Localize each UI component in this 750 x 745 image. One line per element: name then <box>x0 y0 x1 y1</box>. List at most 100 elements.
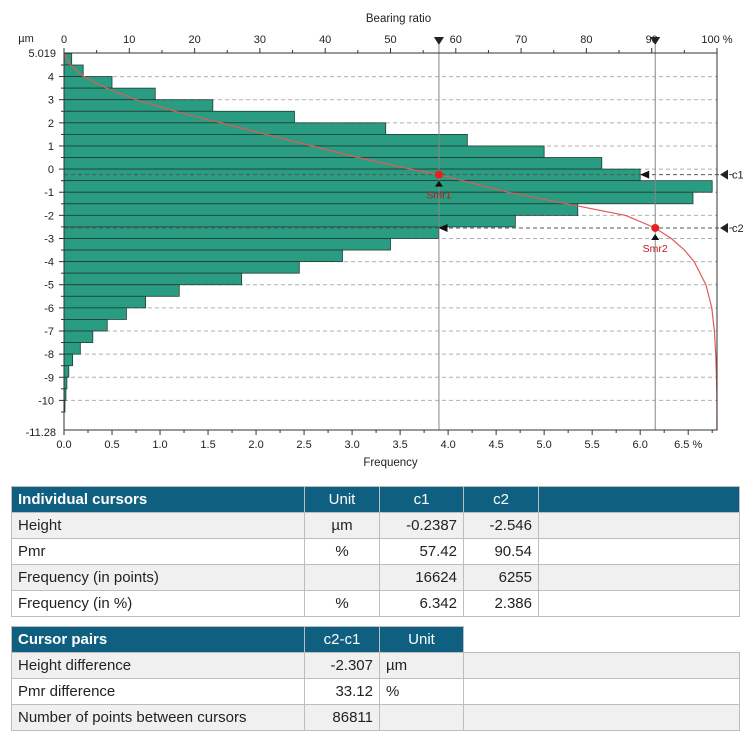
row-unit: % <box>304 590 380 617</box>
row-c1: -0.2387 <box>379 512 464 539</box>
y-tick-label: -3 <box>44 233 54 245</box>
histogram-bar <box>63 272 243 286</box>
smr-pointer <box>651 233 660 240</box>
header-filler <box>538 486 740 513</box>
bottom-tick-label: 0.5 <box>104 439 119 451</box>
cursor-side-arrow <box>720 222 728 233</box>
histogram-bar <box>63 365 70 378</box>
y-tick-label: 2 <box>48 118 54 130</box>
bottom-tick-label: 4.5 <box>488 439 503 451</box>
histogram-bar <box>63 145 545 158</box>
row-c2: 90.54 <box>463 538 539 565</box>
y-max-label: 5.019 <box>28 48 56 60</box>
smr-marker <box>651 223 660 232</box>
top-tick-label: 10 <box>123 34 135 46</box>
table-row: Height difference -2.307 µm <box>11 652 740 679</box>
bottom-tick-label: 1.0 <box>152 439 167 451</box>
top-tick-label: 0 <box>61 34 67 46</box>
row-value: 86811 <box>304 704 380 731</box>
bottom-tick-label: 4.0 <box>440 439 455 451</box>
bottom-tick-label: 2.0 <box>248 439 263 451</box>
c2-column-header: c2 <box>463 486 539 513</box>
cursor-pairs-title: Cursor pairs <box>11 626 305 653</box>
y-tick-label: 3 <box>48 95 54 107</box>
histogram-bar <box>63 122 387 135</box>
top-tick-label: 100 % <box>701 34 732 46</box>
bearing-curve <box>63 52 718 431</box>
cursor-pairs-table: Cursor pairs c2-c1 Unit Height differenc… <box>11 626 740 731</box>
row-label: Frequency (in %) <box>11 590 305 617</box>
row-label: Height <box>11 512 305 539</box>
histogram-bar <box>63 261 300 274</box>
frequency-pointer-arrow <box>438 223 448 232</box>
y-tick-label: 1 <box>48 141 54 153</box>
y-tick-label: -9 <box>44 372 54 384</box>
y-tick-label: -6 <box>44 303 54 315</box>
cursor-top-arrow <box>433 37 444 45</box>
row-unit: µm <box>379 652 464 679</box>
bottom-tick-label: 1.5 <box>200 439 215 451</box>
smr-marker <box>434 170 443 179</box>
top-tick-label: 60 <box>450 34 462 46</box>
histogram-bar <box>63 342 81 355</box>
bottom-tick-label: 0.0 <box>56 439 71 451</box>
histogram-bar <box>63 203 579 216</box>
y-tick-label: -8 <box>44 349 54 361</box>
histogram-bar <box>63 214 516 228</box>
histogram-bar <box>63 110 295 124</box>
row-unit <box>379 704 464 731</box>
row-filler <box>463 652 740 679</box>
row-c2: 2.386 <box>463 590 539 617</box>
top-tick-label: 70 <box>515 34 527 46</box>
top-tick-label: 40 <box>319 34 331 46</box>
row-filler <box>538 512 740 539</box>
histogram-bar <box>63 64 84 77</box>
pair-unit-column-header: Unit <box>379 626 464 653</box>
cursor-side-arrow <box>720 169 728 180</box>
y-tick-label: -1 <box>44 187 54 199</box>
histogram-bar <box>63 191 694 205</box>
y-min-label: -11.28 <box>26 427 56 439</box>
row-label: Number of points between cursors <box>11 704 305 731</box>
bottom-tick-label: 3.0 <box>344 439 359 451</box>
row-filler <box>538 538 740 565</box>
table-row: Pmr % 57.42 90.54 <box>11 538 740 565</box>
histogram-bar <box>63 238 391 251</box>
cursor-label: c2 <box>732 223 744 235</box>
smr-pointer <box>434 180 443 187</box>
bottom-tick-label: 2.5 <box>296 439 311 451</box>
histogram-bar <box>63 319 108 332</box>
top-tick-label: 50 <box>384 34 396 46</box>
bottom-tick-label: 5.5 <box>585 439 600 451</box>
histogram-bar <box>63 353 74 367</box>
row-filler <box>463 678 740 705</box>
bottom-tick-label: 3.5 <box>392 439 407 451</box>
y-tick-label: 4 <box>48 72 54 84</box>
smr-label: Smr1 <box>426 190 451 202</box>
row-label: Frequency (in points) <box>11 564 305 591</box>
histogram-bar <box>63 133 468 147</box>
row-label: Pmr <box>11 538 305 565</box>
top-axis-title: Bearing ratio <box>366 13 431 25</box>
row-unit: µm <box>304 512 380 539</box>
row-c1: 16624 <box>379 564 464 591</box>
top-tick-label: 20 <box>188 34 200 46</box>
chart-svg: 43210-1-2-3-4-5-6-7-8-9-105.019-11.28µmc… <box>18 13 744 469</box>
frequency-pointer-arrow <box>640 170 650 179</box>
header-blank <box>463 626 740 653</box>
top-tick-label: 80 <box>580 34 592 46</box>
row-c2: 6255 <box>463 564 539 591</box>
histogram-bar <box>63 307 127 320</box>
row-unit: % <box>379 678 464 705</box>
row-filler <box>463 704 740 731</box>
row-filler <box>538 564 740 591</box>
y-unit-label: µm <box>18 33 34 45</box>
row-value: 33.12 <box>304 678 380 705</box>
cursor-label: c1 <box>732 170 744 182</box>
row-unit: % <box>304 538 380 565</box>
cursor-top-arrow <box>650 37 661 45</box>
histogram-bar <box>63 180 713 193</box>
histogram-bar <box>63 295 147 309</box>
c2-c1-column-header: c2-c1 <box>304 626 380 653</box>
histogram-bar <box>63 99 214 112</box>
